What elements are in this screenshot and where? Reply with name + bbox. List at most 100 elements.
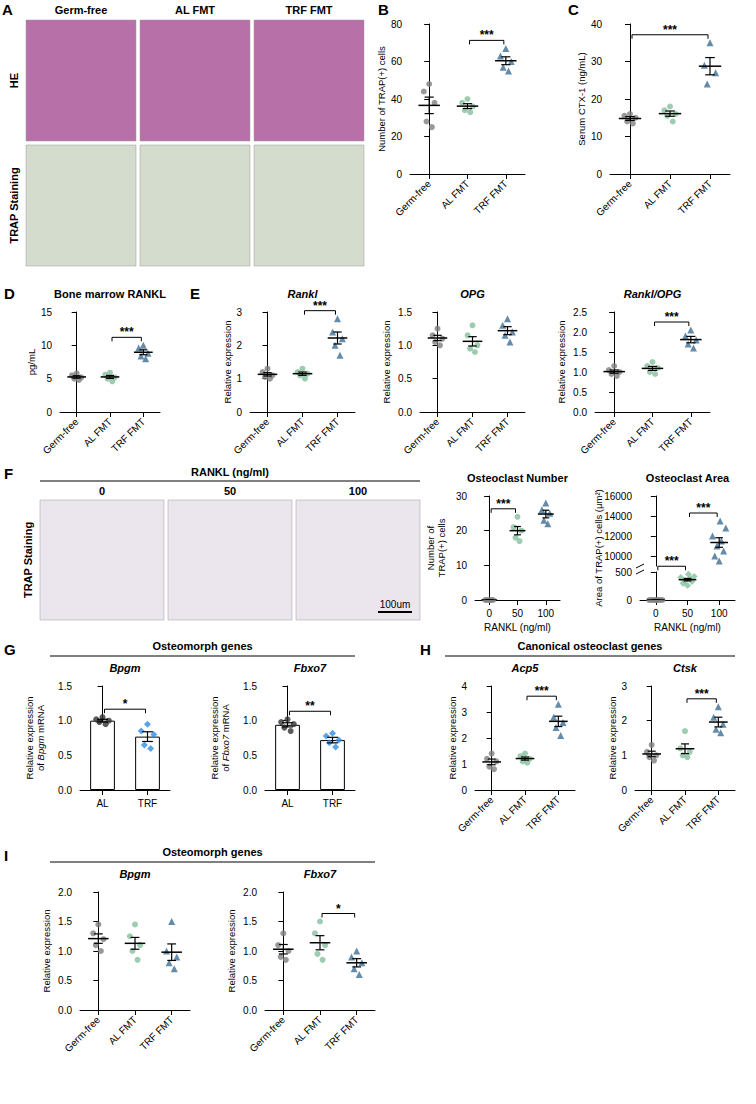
svg-text:0: 0 (626, 595, 632, 606)
svg-text:TRAP(+) cells: TRAP(+) cells (436, 518, 447, 577)
svg-text:0.5: 0.5 (243, 975, 257, 986)
svg-text:AL FMT: AL FMT (439, 178, 472, 211)
svg-text:RANKL (ng/ml): RANKL (ng/ml) (191, 466, 269, 478)
svg-text:0: 0 (596, 169, 602, 180)
svg-text:Relative expression: Relative expression (209, 697, 220, 780)
svg-text:***: *** (663, 23, 677, 37)
svg-text:30: 30 (591, 56, 603, 67)
svg-text:Germ-free: Germ-free (231, 416, 271, 456)
svg-text:Relative expression: Relative expression (226, 910, 237, 993)
svg-text:0: 0 (461, 595, 467, 606)
svg-text:2: 2 (461, 733, 467, 744)
svg-text:Fbxo7: Fbxo7 (220, 734, 231, 761)
svg-text:Relative expression: Relative expression (381, 321, 392, 404)
svg-text:0: 0 (396, 169, 402, 180)
svg-text:2.0: 2.0 (573, 327, 587, 338)
svg-text:***: *** (695, 687, 709, 701)
svg-text:AL FMT: AL FMT (656, 794, 689, 827)
svg-text:30: 30 (456, 491, 468, 502)
svg-text:3: 3 (236, 307, 242, 318)
svg-text:1.0: 1.0 (58, 715, 72, 726)
svg-text:Serum CTX-1 (ng/mL): Serum CTX-1 (ng/mL) (576, 52, 587, 145)
svg-text:100: 100 (537, 608, 554, 619)
svg-text:1.5: 1.5 (398, 307, 412, 318)
svg-text:1: 1 (621, 750, 627, 761)
svg-text:Bpgm: Bpgm (119, 868, 150, 880)
svg-text:60: 60 (391, 56, 403, 67)
svg-text:1.5: 1.5 (243, 681, 257, 692)
svg-text:H: H (420, 641, 431, 658)
svg-text:4: 4 (461, 681, 467, 692)
svg-text:F: F (4, 465, 13, 482)
svg-text:50: 50 (682, 608, 694, 619)
svg-text:0: 0 (46, 407, 52, 418)
svg-text:Bpgm: Bpgm (35, 736, 46, 761)
svg-text:AL FMT: AL FMT (496, 794, 529, 827)
svg-text:0.5: 0.5 (58, 975, 72, 986)
svg-text:0.0: 0.0 (243, 785, 257, 796)
svg-text:20: 20 (391, 131, 403, 142)
svg-text:Germ-free: Germ-free (594, 178, 634, 218)
svg-text:0: 0 (621, 785, 627, 796)
svg-text:TRAP Staining: TRAP Staining (8, 167, 20, 243)
svg-text:AL FMT: AL FMT (274, 416, 307, 449)
svg-text:100um: 100um (380, 599, 411, 610)
svg-text:of: of (35, 760, 46, 771)
svg-text:B: B (378, 1, 389, 18)
svg-text:***: *** (665, 554, 679, 568)
svg-text:5: 5 (46, 373, 52, 384)
svg-text:Germ-free: Germ-free (247, 1014, 287, 1054)
svg-text:Relative expression: Relative expression (41, 910, 52, 993)
svg-text:16000: 16000 (604, 491, 632, 502)
svg-text:3: 3 (621, 681, 627, 692)
svg-text:1.5: 1.5 (243, 916, 257, 927)
svg-text:***: *** (120, 325, 134, 339)
svg-text:pg/mL: pg/mL (26, 349, 37, 375)
svg-text:I: I (4, 847, 8, 864)
svg-text:***: *** (535, 684, 549, 698)
svg-text:*: * (123, 697, 128, 711)
svg-text:TRF FMT: TRF FMT (684, 794, 722, 832)
svg-text:10: 10 (456, 560, 468, 571)
svg-text:TRAP Staining: TRAP Staining (22, 522, 34, 598)
svg-text:Germ-free: Germ-free (616, 794, 656, 834)
svg-text:14000: 14000 (604, 511, 632, 522)
svg-text:AL FMT: AL FMT (106, 1014, 139, 1047)
svg-text:Relative expression: Relative expression (607, 697, 618, 780)
svg-text:10000: 10000 (604, 551, 632, 562)
svg-text:Number of: Number of (425, 525, 436, 570)
svg-text:1.5: 1.5 (58, 681, 72, 692)
svg-text:TRF FMT: TRF FMT (323, 1014, 361, 1052)
svg-text:Germ-free: Germ-free (401, 416, 441, 456)
svg-text:0: 0 (653, 608, 659, 619)
svg-text:AL FMT: AL FMT (641, 178, 674, 211)
svg-text:D: D (4, 285, 15, 302)
svg-text:2.0: 2.0 (243, 887, 257, 898)
svg-text:AL FMT: AL FMT (291, 1014, 324, 1047)
svg-text:of: of (220, 761, 231, 772)
svg-text:***: *** (665, 310, 679, 324)
svg-text:RANKL (ng/ml): RANKL (ng/ml) (654, 622, 721, 633)
svg-text:TRF FMT: TRF FMT (524, 794, 562, 832)
svg-text:Relative expression: Relative expression (556, 321, 567, 404)
svg-text:AL FMT: AL FMT (444, 416, 477, 449)
svg-text:***: *** (696, 501, 710, 515)
svg-text:OPG: OPG (460, 288, 485, 300)
svg-text:Germ-free: Germ-free (41, 416, 81, 456)
svg-text:0.0: 0.0 (243, 1005, 257, 1016)
svg-text:Fbxo7: Fbxo7 (294, 662, 327, 674)
svg-text:***: *** (313, 299, 327, 313)
svg-text:TRF FMT: TRF FMT (303, 416, 341, 454)
svg-text:G: G (4, 641, 16, 658)
svg-text:100: 100 (349, 485, 367, 497)
svg-text:Germ-free: Germ-free (393, 178, 433, 218)
svg-text:1.5: 1.5 (573, 347, 587, 358)
svg-text:20: 20 (456, 525, 468, 536)
svg-text:*: * (336, 902, 341, 916)
svg-text:mRNA: mRNA (220, 704, 231, 735)
svg-text:1.0: 1.0 (398, 340, 412, 351)
svg-text:AL: AL (96, 798, 109, 809)
svg-text:TRF: TRF (138, 798, 157, 809)
svg-text:Osteomorph genes: Osteomorph genes (162, 846, 262, 858)
svg-text:E: E (190, 285, 200, 302)
